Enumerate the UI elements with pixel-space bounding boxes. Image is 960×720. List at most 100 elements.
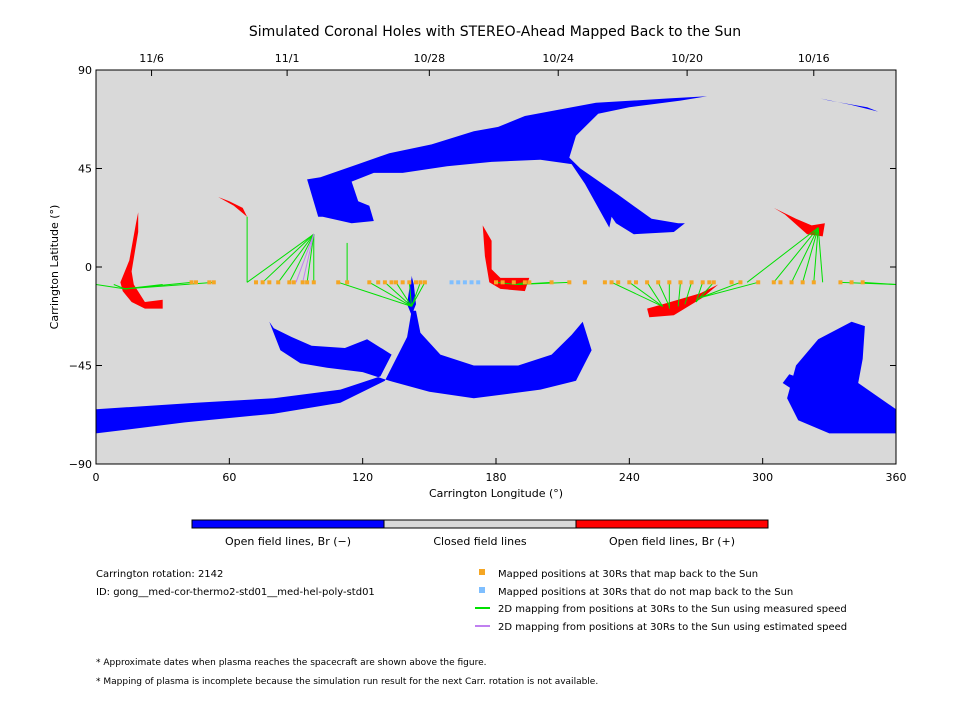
mapped-position-29 [527,280,532,285]
measured-mapping-line-32 [695,281,715,303]
measured-mapping-line-15 [384,281,412,307]
colorbar-negative [191,519,385,529]
measured-mapping-line-26 [646,282,664,307]
mapped-position-1 [194,280,198,285]
top-tick-label-0: 11/6 [139,52,164,65]
mapped-position-45 [711,280,716,285]
axes: 0 60 120 180 240 300 360 −90 −45 0 45 90 11/6 11/1 10/… [69,52,907,484]
mapping-lines [95,216,897,309]
measured-mapping-line-6 [246,233,315,283]
top-tick-label-2: 10/28 [413,52,445,65]
mapped-position-49 [771,280,776,285]
mapped-position-54 [838,280,843,285]
x-axis-label: Carrington Longitude (°) [429,487,563,500]
x-tick-label-3: 180 [486,471,507,484]
open-negative-region-4 [782,374,821,397]
colorbar-positive [575,519,769,529]
y-tick-label-3: 45 [78,163,92,176]
mapped-position-23 [418,280,423,285]
y-tick-label-1: −45 [69,360,92,373]
open-positive-region-6 [120,212,163,309]
measured-mapping-line-31 [695,282,704,303]
mapped-position-27 [511,280,516,285]
x-tick-label-5: 300 [752,471,773,484]
unmapped-position-4 [476,280,481,285]
measured-mapping-line-18 [411,282,421,307]
unmapped-position-1 [456,280,461,285]
measured-mapping-line-40 [817,227,824,283]
open-negative-region-5 [820,98,879,112]
coronal-hole-regions [96,96,896,434]
mapped-position-13 [336,280,341,285]
measured-mapping-line-13 [338,281,412,307]
mapped-position-38 [645,280,650,285]
measured-mapping-line-24 [611,281,663,307]
measured-mapping-line-37 [791,227,819,283]
measured-mapping-line-14 [369,281,412,307]
top-tick-label-1: 11/1 [275,52,300,65]
mapped-position-51 [789,280,794,285]
legend: Mapped positions at 30Rs that map back t… [475,569,847,633]
open-negative-region-1 [307,96,708,235]
measured-mapping-line-29 [677,282,681,307]
legend-not-mapped-marker [479,587,485,593]
mapped-position-24 [422,280,427,285]
estimated-mapping-line-1 [302,234,315,283]
mapped-position-8 [287,280,292,285]
measured-mapping-line-0 [95,284,125,290]
mapped-position-22 [414,280,418,285]
measured-mapping-line-4 [124,281,214,290]
measured-mapping-line-35 [746,227,819,283]
legend-not-mapped-label: Mapped positions at 30Rs that do not map… [498,587,793,598]
measured-mapping-line-34 [700,281,759,299]
unmapped-position-3 [469,280,474,285]
mapped-position-36 [627,280,632,285]
measured-mapping-line-1 [113,284,126,290]
mapped-position-26 [500,280,505,285]
mapped-position-25 [494,280,498,285]
legend-mapped-marker [479,569,485,575]
x-tick-label-1: 60 [222,471,236,484]
mapped-position-9 [291,280,296,285]
y-tick-label-4: 90 [78,64,92,77]
mapped-position-52 [800,280,805,285]
measured-mapping-line-10 [306,234,315,283]
measured-mapping-line-33 [700,281,741,299]
measured-mapping-line-27 [657,282,670,307]
top-tick-label-5: 10/16 [798,52,830,65]
mapped-position-19 [394,280,398,285]
mapped-position-11 [305,280,310,285]
measured-mapping-line-9 [288,233,315,283]
colorbar-label-closed: Closed field lines [433,535,527,548]
top-tick-label-4: 10/20 [671,52,703,65]
carrington-rotation: Carrington rotation: 2142 [96,569,223,580]
run-id: ID: gong__med-cor-thermo2-std01__med-hel… [96,587,375,598]
mapped-position-33 [602,280,607,285]
mapped-position-39 [656,280,661,285]
mapped-position-6 [267,280,272,285]
mapped-position-14 [345,280,350,285]
legend-mapped-label: Mapped positions at 30Rs that map back t… [498,569,758,580]
mapped-position-4 [254,280,258,285]
mapped-position-42 [689,280,694,285]
measured-mapping-line-8 [277,233,315,283]
mapped-position-44 [707,280,712,285]
mapped-position-46 [729,280,734,285]
mapped-points [189,280,865,285]
mapped-position-53 [811,280,816,285]
mapped-position-12 [311,280,316,285]
mapped-position-0 [189,280,194,285]
mapped-position-20 [400,280,405,285]
mapped-position-41 [678,280,683,285]
mapped-position-10 [300,280,305,285]
mapped-position-17 [382,280,387,285]
measured-mapping-line-38 [802,227,819,283]
mapped-position-16 [376,280,381,285]
mapped-position-30 [549,280,554,285]
open-positive-region-10 [773,207,825,237]
x-tick-label-4: 240 [619,471,640,484]
mapped-position-18 [389,280,394,285]
mapped-position-47 [738,280,743,285]
mapped-position-31 [567,280,572,285]
